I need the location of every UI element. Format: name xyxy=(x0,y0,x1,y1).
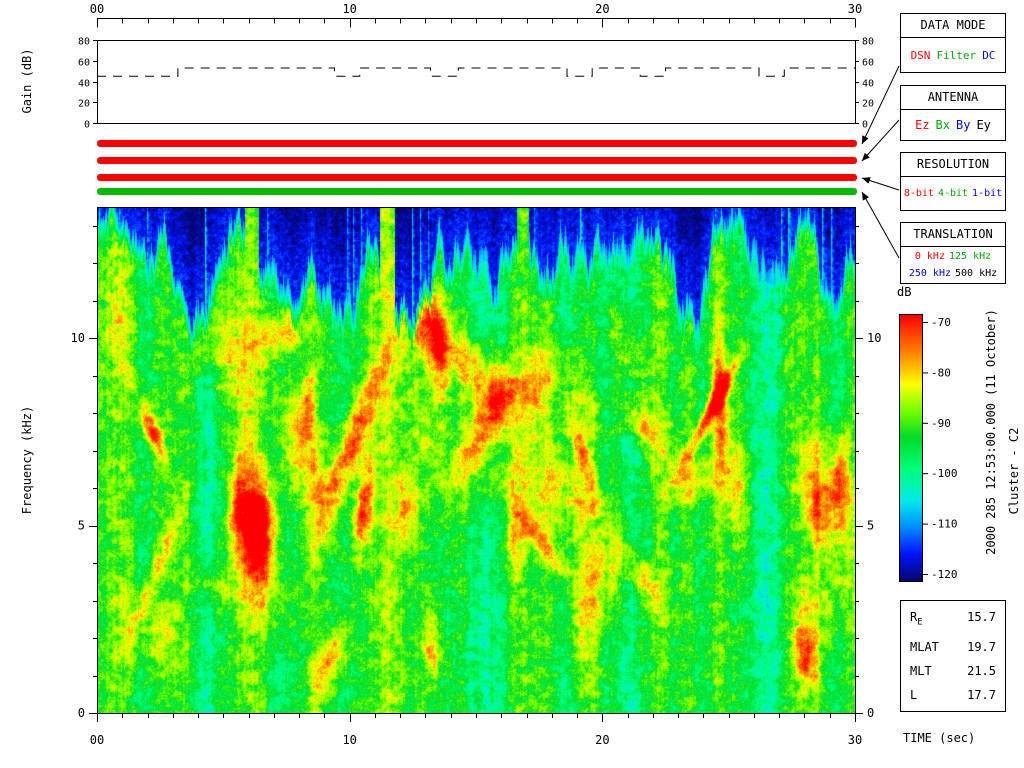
tick-label: -110 xyxy=(931,518,958,531)
mlt-value: 21.5 xyxy=(967,663,996,678)
mlat-label: MLAT xyxy=(910,639,939,654)
data-mode-box: DATA MODE DSN Filter DC xyxy=(900,13,1006,73)
tick-label: 60 xyxy=(78,58,90,69)
legend-option-4-bit: 4-bit xyxy=(937,188,969,199)
resolution-box: RESOLUTION 8-bit 4-bit 1-bit xyxy=(900,152,1006,211)
gain-trace xyxy=(97,67,855,77)
legend-option-125-khz: 125 kHz xyxy=(948,251,992,262)
tick-label: -70 xyxy=(931,316,951,329)
tick-label: 20 xyxy=(78,99,90,110)
gain-plot: 0 0 20 20 40 40 60 60 80 80 xyxy=(78,37,874,131)
legend-option-ey: Ey xyxy=(976,118,991,132)
tick-label: 00 xyxy=(90,733,104,747)
status-bar-antenna xyxy=(97,157,857,164)
l-value: 17.7 xyxy=(967,687,996,702)
status-bar-translation xyxy=(97,188,857,195)
legend-option-1-bit: 1-bit xyxy=(972,188,1003,199)
tick-label: 10 xyxy=(342,2,356,16)
translation-title: TRANSLATION xyxy=(901,223,1005,247)
colorbar-unit-label: dB xyxy=(897,285,912,299)
tick-label: 0 xyxy=(862,120,868,131)
tick-label: 5 xyxy=(78,519,85,533)
data-mode-options: DSN Filter DC xyxy=(901,38,1005,72)
tick-label: 5 xyxy=(867,519,874,533)
tick-label: 10 xyxy=(71,331,85,345)
timestamp-annotation: 2000 285 12:53:00.000 (11 October) xyxy=(984,309,998,555)
connector-arrows xyxy=(861,65,900,259)
spectrogram-canvas xyxy=(97,207,855,713)
translation-box: TRANSLATION 0 kHz 125 kHz 250 kHz 500 kHz xyxy=(900,222,1006,284)
tick-label: 30 xyxy=(848,733,862,747)
tick-label: 30 xyxy=(848,2,862,16)
tick-label: 20 xyxy=(595,2,609,16)
legend-option-0-khz: 0 kHz xyxy=(914,251,945,262)
tick-label: 20 xyxy=(595,733,609,747)
re-label: RE xyxy=(910,610,923,628)
time-axis-title: TIME (sec) xyxy=(903,731,976,745)
legend-option-dsn: DSN xyxy=(910,48,931,62)
legend-option-dc: DC xyxy=(982,48,996,62)
ephemeris-row-mlat: MLAT 19.7 xyxy=(901,635,1005,659)
legend-option-by: By xyxy=(956,118,971,132)
spacecraft-annotation: Cluster - C2 xyxy=(1007,427,1021,515)
frequency-axis-title: Frequency (kHz) xyxy=(20,405,34,515)
tick-label: -100 xyxy=(931,467,958,480)
ephemeris-row-re: RE 15.7 xyxy=(901,605,1005,634)
tick-label: 80 xyxy=(862,37,874,48)
legend-option-ez: Ez xyxy=(915,118,930,132)
tick-label: 20 xyxy=(862,99,874,110)
tick-label: 0 xyxy=(867,706,874,720)
tick-label: 0 xyxy=(84,120,90,131)
l-label: L xyxy=(910,687,918,702)
gain-axis-title: Gain (dB) xyxy=(20,48,34,114)
ephemeris-row-mlt: MLT 21.5 xyxy=(901,659,1005,683)
top-ruler: 00 10 20 30 xyxy=(90,2,862,28)
legend-option-8-bit: 8-bit xyxy=(903,188,934,199)
colorbar xyxy=(899,314,923,582)
tick-label: 10 xyxy=(867,331,881,345)
translation-options: 0 kHz 125 kHz 250 kHz 500 kHz xyxy=(901,247,1005,283)
status-bar-data-mode xyxy=(97,140,857,147)
legend-option-bx: Bx xyxy=(935,118,950,132)
status-bars xyxy=(97,140,857,195)
antenna-options: Ez Bx By Ey xyxy=(901,110,1005,140)
tick-label: -120 xyxy=(931,568,958,581)
mlat-value: 19.7 xyxy=(967,639,996,654)
tick-label: 40 xyxy=(862,79,874,90)
colorbar-canvas xyxy=(900,315,922,581)
colorbar-ticks: -70 -80 -90 -100 -110 -120 xyxy=(922,316,958,581)
ephemeris-box: RE 15.7 MLAT 19.7 MLT 21.5 L 17.7 xyxy=(900,600,1006,712)
resolution-options: 8-bit 4-bit 1-bit xyxy=(901,177,1005,210)
antenna-box: ANTENNA Ez Bx By Ey xyxy=(900,85,1006,141)
tick-label: 0 xyxy=(78,706,85,720)
legend-option-250-khz: 250 kHz xyxy=(908,268,951,279)
resolution-title: RESOLUTION xyxy=(901,153,1005,177)
tick-label: 40 xyxy=(78,79,90,90)
re-value: 15.7 xyxy=(967,610,996,625)
data-mode-title: DATA MODE xyxy=(901,14,1005,38)
legend-option-500-khz: 500 kHz xyxy=(955,268,998,279)
tick-label: 80 xyxy=(78,37,90,48)
legend-option-filter: Filter xyxy=(936,48,977,62)
mlt-label: MLT xyxy=(910,663,932,678)
tick-label: 00 xyxy=(90,2,104,16)
tick-label: 60 xyxy=(862,58,874,69)
tick-label: 10 xyxy=(342,733,356,747)
status-bar-resolution xyxy=(97,174,857,181)
antenna-title: ANTENNA xyxy=(901,86,1005,110)
tick-label: -80 xyxy=(931,366,951,379)
tick-label: -90 xyxy=(931,417,951,430)
ephemeris-row-l: L 17.7 xyxy=(901,683,1005,707)
